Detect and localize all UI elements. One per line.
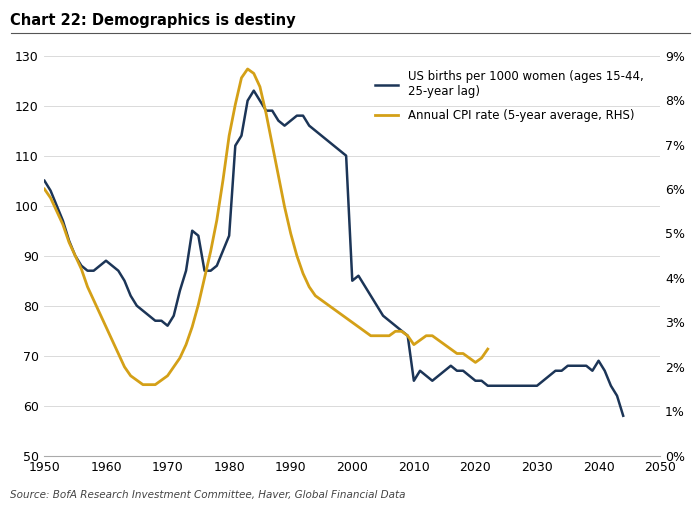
Text: Chart 22: Demographics is destiny: Chart 22: Demographics is destiny bbox=[10, 13, 296, 27]
Text: Source: BofA Research Investment Committee, Haver, Global Financial Data: Source: BofA Research Investment Committ… bbox=[10, 490, 406, 500]
Legend: US births per 1000 women (ages 15-44,
25-year lag), Annual CPI rate (5-year aver: US births per 1000 women (ages 15-44, 25… bbox=[370, 66, 648, 127]
